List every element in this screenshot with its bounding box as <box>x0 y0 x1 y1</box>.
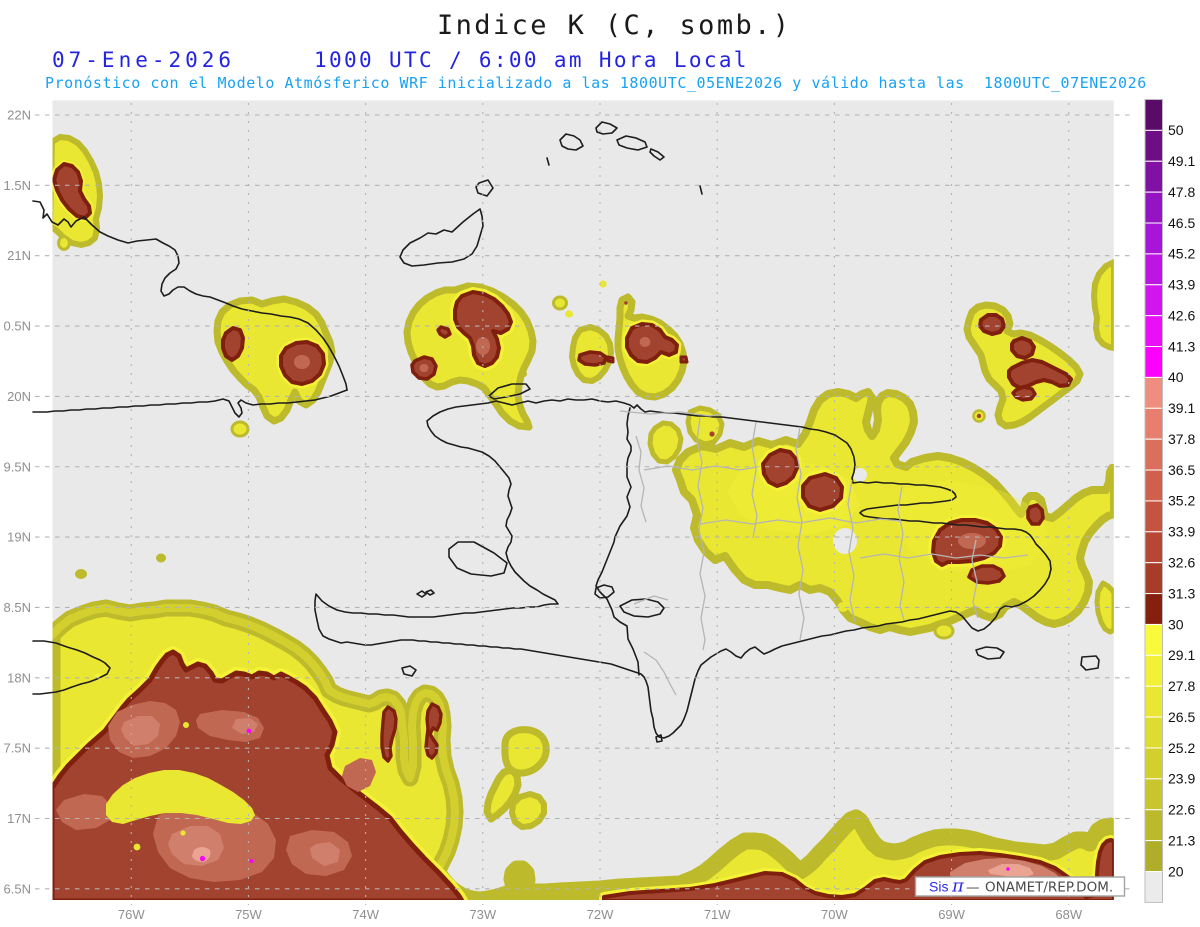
valid-date: 07-Ene-2026 <box>52 48 236 72</box>
colorbar-tick-label: 49.1 <box>1168 153 1195 169</box>
coastline-ile-a-vache <box>401 665 417 677</box>
lat-tick-label: 19N <box>7 530 31 545</box>
coastline-hispaniola <box>314 398 1052 739</box>
border-haiti-dr <box>595 407 640 676</box>
lon-tick-label: 74W <box>352 907 379 922</box>
lon-tick-label: 69W <box>938 907 965 922</box>
colorbar-tick-label: 27.8 <box>1168 678 1195 694</box>
attribution-box: Sis π — ONAMET/REP.DOM. <box>914 876 1126 897</box>
colorbar: 50 49.1 47.8 46.5 45.2 43.9 42.6 41.3 40… <box>1144 99 1195 903</box>
colorbar-tick-label: 50 <box>1168 122 1184 138</box>
colorbar-tick-label: 32.6 <box>1168 555 1195 571</box>
coastline-tortue <box>488 383 531 400</box>
colorbar-segments <box>1144 99 1163 903</box>
page-title: Indice K (C, somb.) <box>437 10 792 41</box>
attribution-sis: Sis <box>929 879 948 895</box>
coastlines <box>32 121 1100 743</box>
colorbar-tick-label: 20 <box>1168 863 1184 879</box>
coastline-beata <box>655 734 663 743</box>
colorbar-tick-label: 29.1 <box>1168 647 1195 663</box>
lon-tick-label: 75W <box>235 907 262 922</box>
colorbar-tick-label: 33.9 <box>1168 524 1195 540</box>
contour-region-turks-south <box>569 293 689 401</box>
lat-tick-label: 17N <box>7 811 31 826</box>
lon-tick-label: 68W <box>1055 907 1082 922</box>
lon-tick-label: 76W <box>118 907 145 922</box>
contour-region-caribbean-blob <box>483 726 550 830</box>
attribution-separator: — <box>966 880 980 896</box>
colorbar-frame <box>1144 99 1163 903</box>
lon-axis-labels: 76W 75W 74W 73W 72W 71W 70W 69W 68W <box>118 907 1083 922</box>
lon-tick-label: 71W <box>704 907 731 922</box>
coastline-cuba-south <box>32 389 348 418</box>
coastline-gonave <box>448 541 508 577</box>
lat-tick-label: 20N <box>7 389 31 404</box>
colorbar-tick-label: 40 <box>1168 369 1184 385</box>
lat-tick-label: 9.5N <box>4 459 31 474</box>
lon-tick-label: 73W <box>469 907 496 922</box>
grid-lines <box>35 103 1132 905</box>
colorbar-tick-label: 43.9 <box>1168 277 1195 293</box>
colorbar-labels: 50 49.1 47.8 46.5 45.2 43.9 42.6 41.3 40… <box>1168 122 1195 879</box>
contour-region-cuba-northeast <box>52 134 103 251</box>
coastline-mona <box>1080 655 1100 671</box>
contour-region-south-caribbean <box>52 599 1114 900</box>
coastline-cuba-north <box>32 200 348 391</box>
lat-tick-label: 18N <box>7 670 31 685</box>
lat-tick-label: 1.5N <box>4 178 31 193</box>
lat-tick-label: 7.5N <box>4 741 31 756</box>
colorbar-tick-label: 45.2 <box>1168 246 1195 262</box>
attribution-pi-logo: π <box>951 876 965 897</box>
colorbar-tick-label: 46.5 <box>1168 215 1195 231</box>
colorbar-tick-label: 36.5 <box>1168 462 1195 478</box>
colorbar-tick-label: 35.2 <box>1168 493 1195 509</box>
colorbar-tick-label: 47.8 <box>1168 184 1195 200</box>
coastline-caicos-small <box>649 148 665 161</box>
contour-region-northeast-ocean <box>963 301 1084 430</box>
contour-region-cuba-east <box>213 295 336 425</box>
colorbar-tick-label: 37.8 <box>1168 431 1195 447</box>
coastline-caicos-west <box>559 133 584 151</box>
colorbar-tick-label: 41.3 <box>1168 338 1195 354</box>
colorbar-tick-label: 26.5 <box>1168 709 1195 725</box>
colorbar-tick-label: 31.3 <box>1168 585 1195 601</box>
forecast-model-info: Pronóstico con el Modelo Atmósferico WRF… <box>45 74 1147 92</box>
colorbar-tick-label: 30 <box>1168 616 1184 632</box>
lon-tick-label: 70W <box>821 907 848 922</box>
lat-tick-label: 6.5N <box>4 881 31 896</box>
colorbar-tick-label: 25.2 <box>1168 740 1195 756</box>
lat-axis-labels: 22N 1.5N 21N 0.5N 20N 9.5N 19N 8.5N 18N … <box>4 108 31 897</box>
coastline-lake-enriquillo <box>619 598 665 618</box>
colorbar-tick-label: 23.9 <box>1168 771 1195 787</box>
coastline-saona <box>975 646 1005 660</box>
lat-tick-label: 0.5N <box>4 319 31 334</box>
lat-tick-label: 21N <box>7 248 31 263</box>
admin-boundaries <box>619 410 1029 696</box>
colorbar-tick-label: 39.1 <box>1168 400 1195 416</box>
coastline-turks-tick2 <box>699 185 703 195</box>
coastline-jamaica <box>32 640 111 695</box>
coastline-little-inagua <box>475 179 494 197</box>
coastline-great-inagua <box>399 208 484 267</box>
coastline-turks-tick1 <box>546 157 550 166</box>
colorbar-tick-label: 42.6 <box>1168 308 1195 324</box>
attribution-org: ONAMET/REP.DOM. <box>985 880 1113 896</box>
coastline-caicos-east <box>616 135 648 151</box>
lat-tick-label: 8.5N <box>4 600 31 615</box>
contour-region-dr-west-pieces <box>647 405 955 640</box>
colorbar-tick-label: 21.3 <box>1168 832 1195 848</box>
lat-tick-label: 22N <box>7 108 31 123</box>
coastline-cayemites <box>416 589 435 598</box>
contour-region-east-edge-strip <box>1091 259 1114 351</box>
coastline-caicos-north <box>595 121 618 135</box>
coastline-lake-saumatre <box>594 584 615 599</box>
colorbar-tick-label: 22.6 <box>1168 802 1195 818</box>
valid-time: 1000 UTC / 6:00 am Hora Local <box>314 48 749 72</box>
lon-tick-label: 72W <box>587 907 614 922</box>
